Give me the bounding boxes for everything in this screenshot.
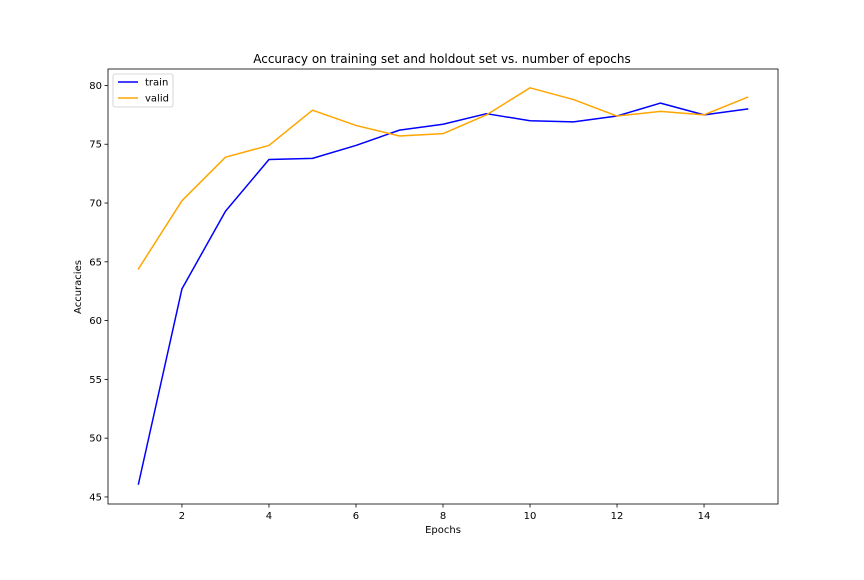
y-tick-label: 65 (89, 257, 102, 268)
y-axis-label: Accuracies (73, 260, 84, 314)
y-tick-label: 45 (89, 492, 102, 503)
x-tick-label: 14 (698, 511, 711, 522)
chart-title: Accuracy on training set and holdout set… (253, 52, 631, 66)
y-tick-label: 80 (89, 81, 102, 92)
y-tick-label: 70 (89, 199, 102, 210)
series-group (137, 87, 749, 485)
x-axis: 2 4 6 8 10 12 14 (179, 504, 711, 522)
y-tick-label: 75 (89, 140, 102, 151)
legend: train valid (112, 73, 174, 108)
series-line-train (137, 102, 749, 485)
x-tick-label: 8 (440, 511, 446, 522)
y-tick-label: 50 (89, 434, 102, 445)
x-tick-label: 6 (353, 511, 359, 522)
legend-label-valid: valid (145, 94, 169, 105)
x-axis-label: Epochs (425, 525, 461, 536)
x-tick-label: 4 (266, 511, 272, 522)
series-line-valid (137, 87, 749, 270)
x-tick-label: 10 (524, 511, 537, 522)
y-tick-label: 60 (89, 316, 102, 327)
x-tick-label: 2 (179, 511, 185, 522)
legend-label-train: train (145, 78, 168, 89)
y-tick-label: 55 (89, 375, 102, 386)
y-axis: 45 50 55 60 65 70 75 80 (89, 81, 108, 503)
x-tick-label: 12 (611, 511, 624, 522)
